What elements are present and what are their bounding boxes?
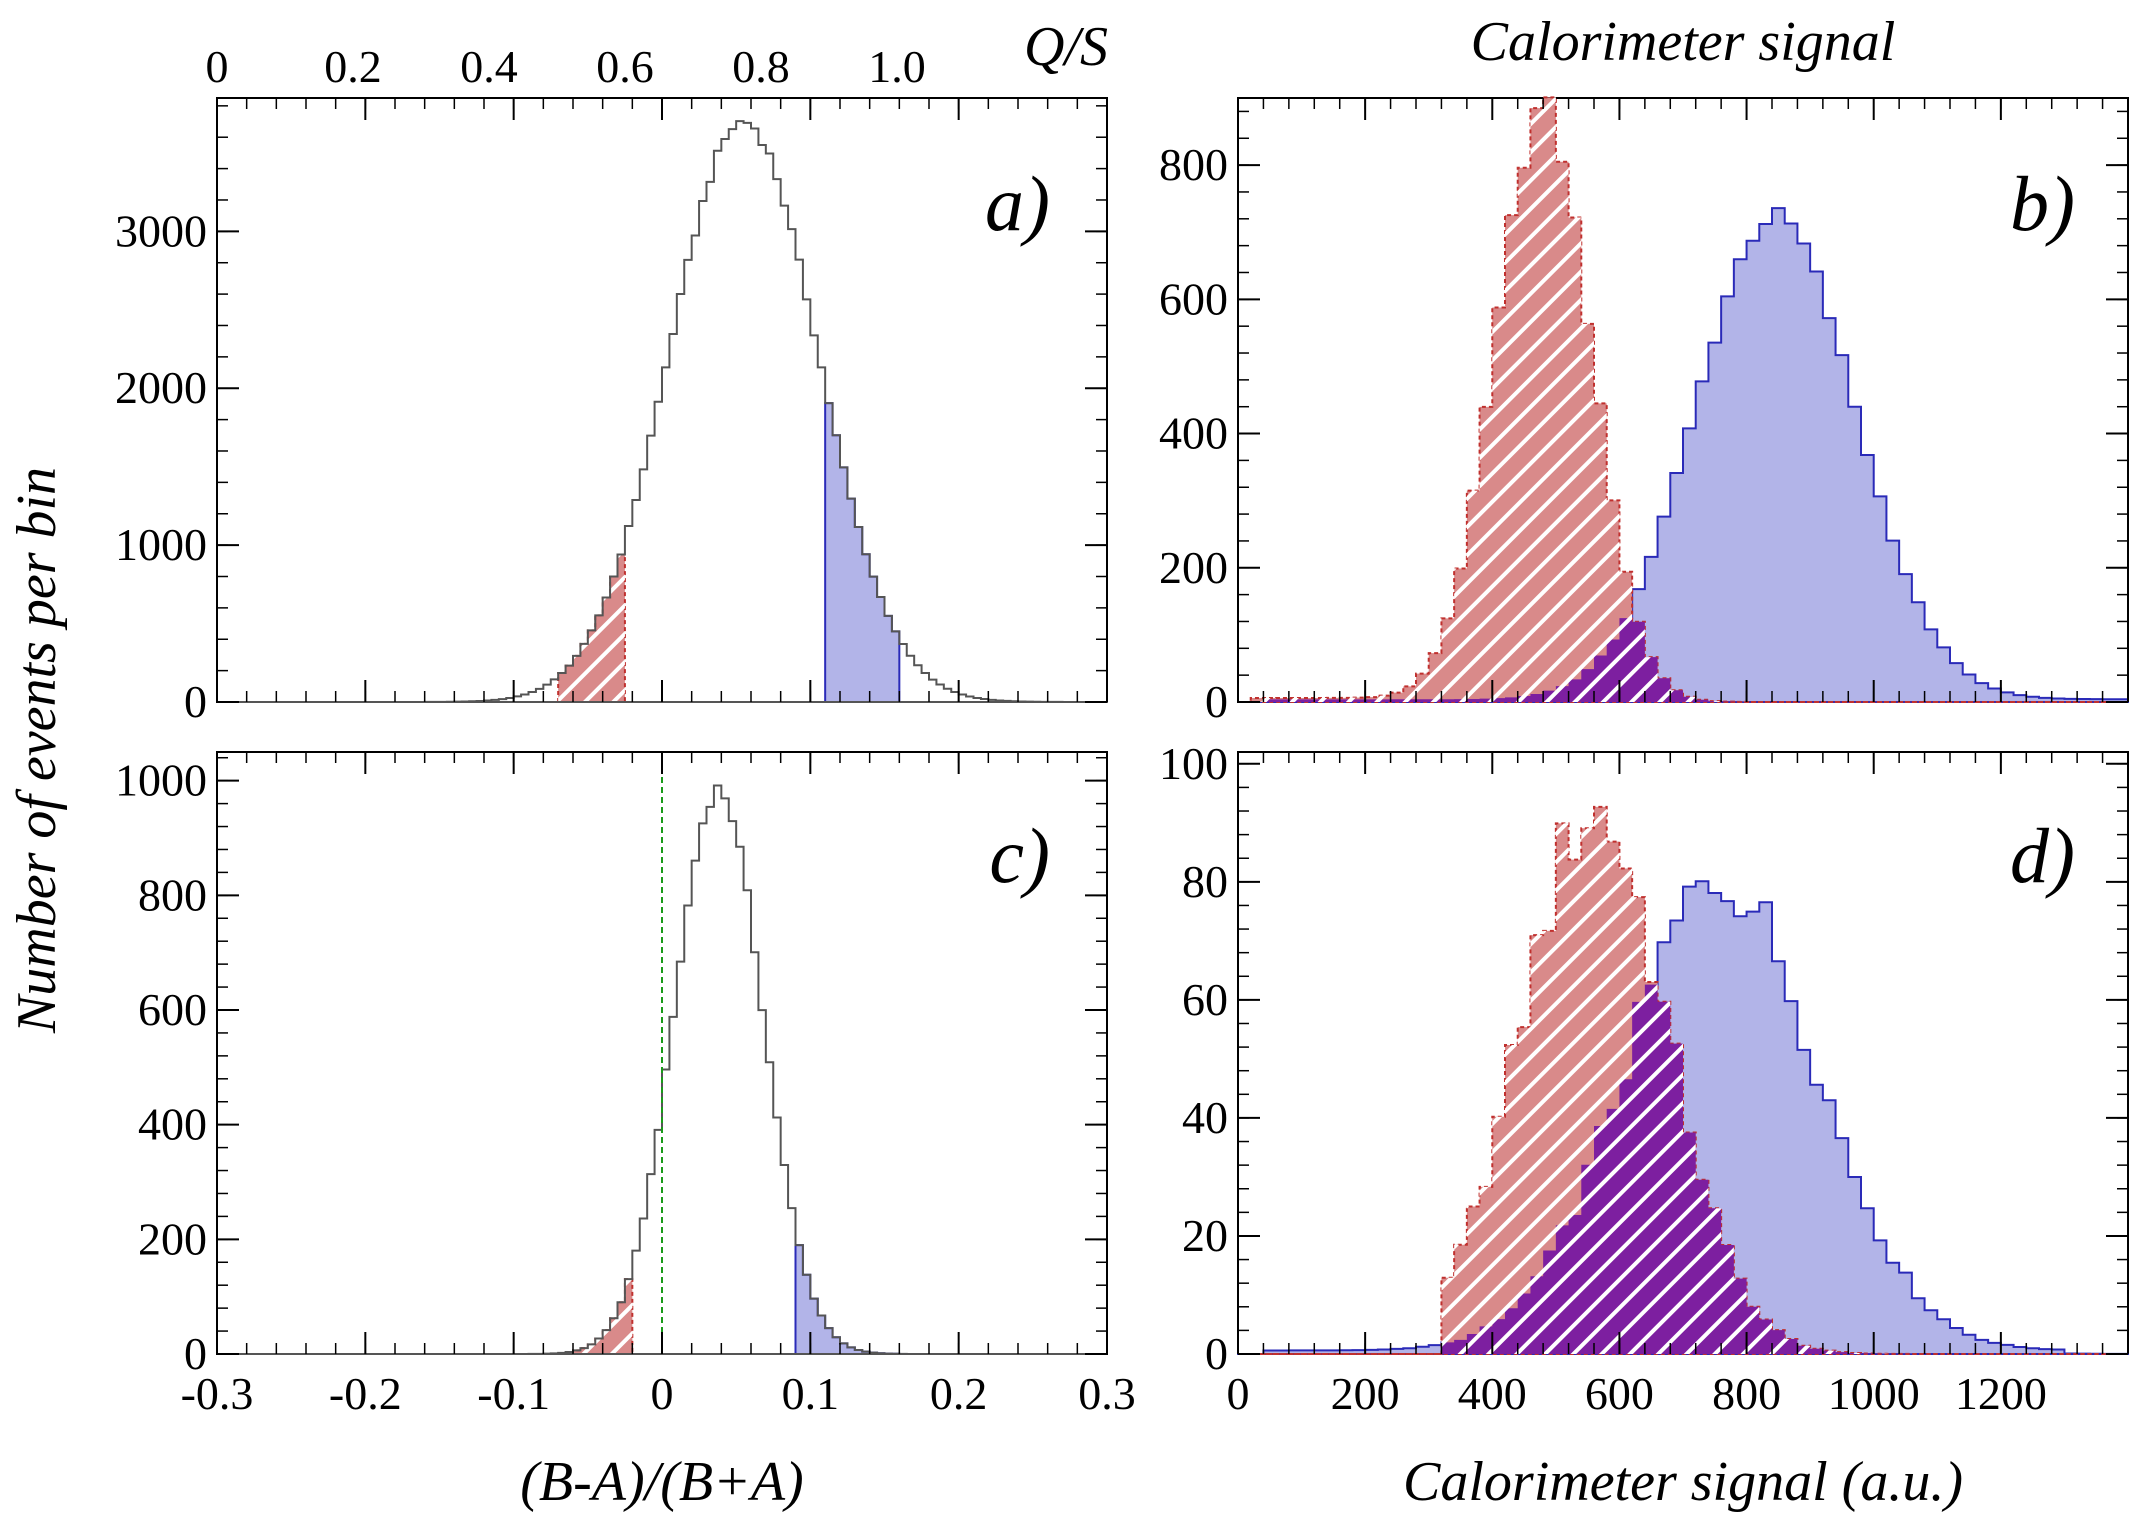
panel-b: 0 200 400 600 800 b) Calorimeter signal: [1159, 11, 2129, 727]
c-xtick-label: 0: [651, 1368, 674, 1419]
panel-b-histogram: [1238, 96, 2129, 703]
top-axis-tick-label: 0: [206, 41, 229, 92]
panel-a: 0 1000 2000 3000 0 0.2 0.4 0.6 0.8 1.0 a) Q/S: [115, 16, 1108, 727]
panel-a-histogram: [217, 120, 1108, 703]
d-ytick-label: 20: [1182, 1210, 1228, 1261]
panel-c-histogram: [217, 757, 1107, 1355]
c-xtick-label: 0.2: [930, 1368, 988, 1419]
c-ytick-label: 0: [184, 1328, 207, 1379]
c-ytick-label: 200: [138, 1213, 207, 1264]
panel-b-label: b): [2010, 160, 2075, 247]
panel-d-histogram: [1238, 805, 2129, 1355]
c-ytick-label: 600: [138, 984, 207, 1035]
d-xtick-label: 1000: [1828, 1368, 1920, 1419]
panel-c-all-events: [217, 784, 1107, 1355]
a-ytick-label: 3000: [115, 205, 207, 256]
d-ytick-label: 80: [1182, 856, 1228, 907]
c-ytick-label: 800: [138, 869, 207, 920]
d-ytick-label: 60: [1182, 974, 1228, 1025]
top-axis-tick-label: 0.8: [732, 41, 790, 92]
b-ytick-label: 800: [1159, 139, 1228, 190]
c-xtick-label: -0.3: [181, 1368, 254, 1419]
c-xtick-label: 0.3: [1078, 1368, 1136, 1419]
panel-c-red-hatch: [573, 1279, 633, 1354]
panel-b-blue-histogram: [1238, 207, 2129, 703]
panel-b-title: Calorimeter signal: [1471, 11, 1896, 73]
a-ytick-label: 2000: [115, 362, 207, 413]
y-axis-title: Number of events per bin: [6, 467, 68, 1034]
panel-a-all-events: [217, 120, 1108, 703]
top-axis-tick-label: 0.4: [460, 41, 518, 92]
top-axis-tick-label: 0.2: [324, 41, 382, 92]
d-xtick-label: 200: [1331, 1368, 1400, 1419]
panel-d-red-hatch: [1238, 806, 2128, 1354]
panel-b-red-histogram: [1238, 96, 2128, 703]
panel-a-red-hatch: [558, 554, 625, 702]
c-xtick-label: -0.1: [477, 1368, 550, 1419]
panel-a-ticks: 0 1000 2000 3000 0 0.2 0.4 0.6 0.8 1.0: [115, 41, 1108, 727]
top-axis-tick-label: 1.0: [868, 41, 926, 92]
d-ytick-label: 100: [1159, 738, 1228, 789]
c-xtick-label: 0.1: [782, 1368, 840, 1419]
c-ytick-label: 1000: [115, 755, 207, 806]
panel-c-ticks: 0 200 400 600 800 1000 -0.3 -0.2 -0.1 0 0.1 0.2 0.3: [115, 752, 1136, 1419]
c-xtick-label: -0.2: [329, 1368, 402, 1419]
d-xtick-label: 800: [1712, 1368, 1781, 1419]
c-ytick-label: 400: [138, 1099, 207, 1150]
b-ytick-label: 0: [1205, 676, 1228, 727]
b-ytick-label: 600: [1159, 273, 1228, 324]
panel-b-ticks: 0 200 400 600 800: [1159, 98, 2129, 727]
top-axis-tick-label: 0.6: [596, 41, 654, 92]
a-ytick-label: 1000: [115, 519, 207, 570]
panel-d-label: d): [2010, 812, 2075, 899]
d-xtick-label: 400: [1458, 1368, 1527, 1419]
d-xtick-label: 0: [1227, 1368, 1250, 1419]
panel-c-label: c): [989, 812, 1050, 899]
d-xtick-label: 600: [1585, 1368, 1654, 1419]
panel-a-label: a): [985, 160, 1050, 247]
d-ytick-label: 40: [1182, 1092, 1228, 1143]
a-ytick-label: 0: [184, 676, 207, 727]
b-ytick-label: 400: [1159, 408, 1228, 459]
panel-c-xlabel: (B-A)/(B+A): [520, 1451, 803, 1513]
top-axis-title: Q/S: [1024, 16, 1108, 78]
b-ytick-label: 200: [1159, 542, 1228, 593]
d-xtick-label: 1200: [1955, 1368, 2047, 1419]
panel-d-xlabel: Calorimeter signal (a.u.): [1403, 1451, 1963, 1513]
d-ytick-label: 0: [1205, 1328, 1228, 1379]
